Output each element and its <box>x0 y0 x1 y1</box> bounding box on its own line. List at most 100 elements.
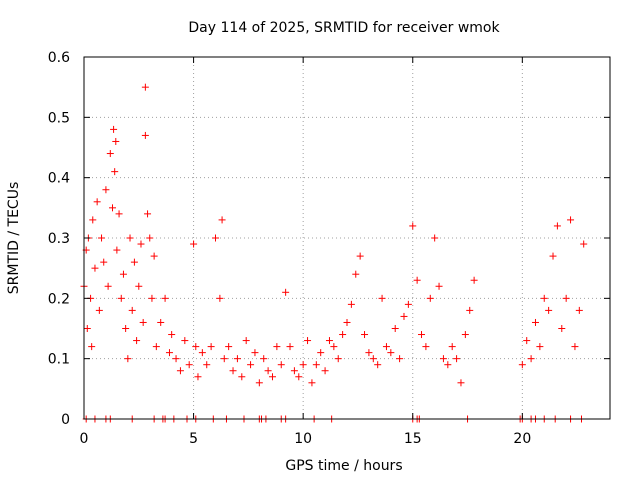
data-point <box>112 137 120 145</box>
data-point <box>233 355 241 363</box>
data-point <box>365 349 373 357</box>
data-point <box>339 331 347 339</box>
data-point <box>304 337 312 345</box>
data-point <box>110 125 118 133</box>
data-point <box>540 294 548 302</box>
data-point <box>148 294 156 302</box>
data-point <box>194 373 202 381</box>
data-point <box>89 216 97 224</box>
data-point <box>308 379 316 387</box>
data-point <box>575 306 583 314</box>
data-point <box>220 355 228 363</box>
data-point <box>203 361 211 369</box>
data-point <box>172 355 180 363</box>
data-point <box>580 240 588 248</box>
data-point <box>251 349 259 357</box>
x-tick-label: 5 <box>189 431 198 447</box>
data-point <box>218 216 226 224</box>
data-point <box>523 337 531 345</box>
data-point <box>347 300 355 308</box>
data-point <box>144 210 152 218</box>
chart-title: Day 114 of 2025, SRMTID for receiver wmo… <box>188 20 500 36</box>
x-tick-label: 10 <box>294 431 312 447</box>
data-point <box>168 331 176 339</box>
y-tick-label: 0.2 <box>48 291 70 307</box>
data-point <box>88 343 96 351</box>
data-point <box>176 367 184 375</box>
data-point <box>325 337 333 345</box>
y-tick-label: 0.3 <box>48 231 70 247</box>
data-point <box>95 306 103 314</box>
y-axis-label: SRMTID / TECUs <box>6 182 22 295</box>
data-point <box>361 331 369 339</box>
y-tick-label: 0.5 <box>48 110 70 126</box>
data-point <box>549 252 557 260</box>
data-point <box>119 270 127 278</box>
data-point <box>461 331 469 339</box>
data-point <box>273 343 281 351</box>
data-point <box>216 294 224 302</box>
data-point <box>126 234 134 242</box>
data-point <box>330 343 338 351</box>
data-point <box>290 367 298 375</box>
data-point <box>161 294 169 302</box>
data-point <box>299 361 307 369</box>
data-point <box>185 361 193 369</box>
data-point <box>409 222 417 230</box>
data-point <box>374 361 382 369</box>
data-point <box>295 373 303 381</box>
data-point <box>422 343 430 351</box>
data-point <box>139 318 147 326</box>
data-point <box>435 282 443 290</box>
data-point <box>334 355 342 363</box>
data-point <box>113 246 121 254</box>
y-tick-label: 0 <box>61 412 70 428</box>
data-point <box>242 337 250 345</box>
data-point <box>431 234 439 242</box>
data-point <box>439 355 447 363</box>
y-tick-label: 0.4 <box>48 171 70 187</box>
data-point <box>106 150 114 158</box>
data-point <box>312 361 320 369</box>
data-point <box>128 306 136 314</box>
data-point <box>400 312 408 320</box>
data-points <box>80 83 588 423</box>
data-point <box>104 282 112 290</box>
data-point <box>260 355 268 363</box>
data-point <box>404 300 412 308</box>
data-point <box>181 337 189 345</box>
y-tick-label: 0.6 <box>48 50 70 66</box>
data-point <box>264 367 272 375</box>
data-point <box>444 361 452 369</box>
y-tick-label: 0.1 <box>48 352 70 368</box>
data-point <box>396 355 404 363</box>
data-point <box>238 373 246 381</box>
data-point <box>122 325 130 332</box>
data-point <box>277 361 285 369</box>
data-point <box>192 343 200 351</box>
data-point <box>141 131 149 139</box>
data-point <box>321 367 329 375</box>
x-axis-label: GPS time / hours <box>285 458 402 474</box>
data-point <box>255 379 263 387</box>
data-point <box>448 343 456 351</box>
data-point <box>352 270 360 278</box>
data-point <box>453 355 461 363</box>
data-point <box>100 258 108 266</box>
grid <box>84 57 610 419</box>
data-point <box>413 276 421 284</box>
data-point <box>382 343 390 351</box>
data-point <box>531 318 539 326</box>
data-point <box>102 186 110 194</box>
plot-frame <box>83 56 611 420</box>
data-point <box>387 349 395 357</box>
data-point <box>135 282 143 290</box>
data-point <box>378 294 386 302</box>
data-point <box>527 355 535 363</box>
data-point <box>571 343 579 351</box>
data-point <box>286 343 294 351</box>
data-point <box>137 240 145 248</box>
data-point <box>190 240 198 248</box>
data-point <box>567 216 575 224</box>
